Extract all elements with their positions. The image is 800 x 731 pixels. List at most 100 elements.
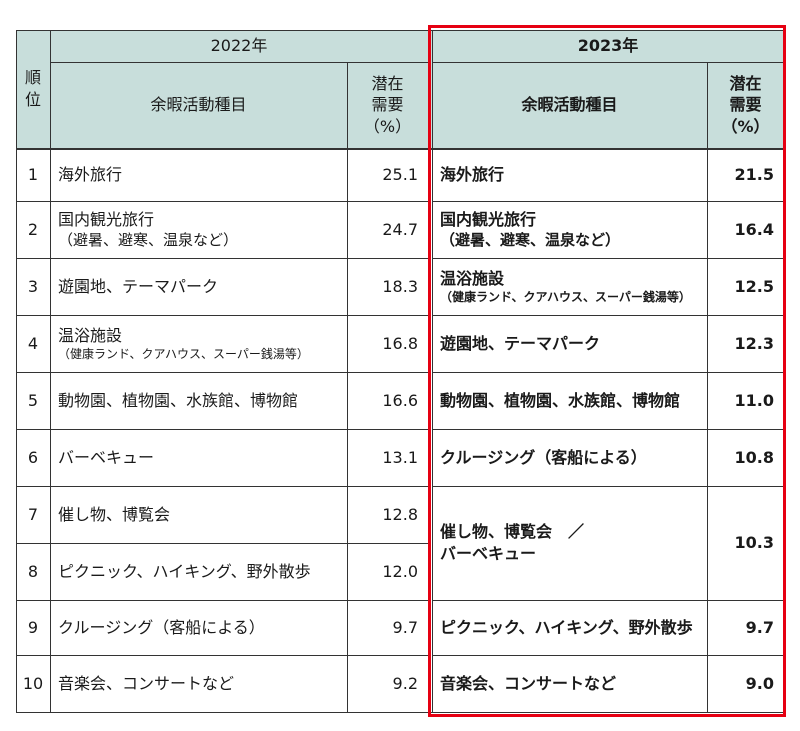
cell-text: 1	[27, 164, 39, 184]
grid-line	[432, 258, 784, 259]
cell-text: 12.5	[734, 276, 774, 296]
activity-2023-cell: 音楽会、コンサートなど	[432, 655, 707, 712]
grid-line	[16, 429, 428, 430]
cell-text: 10	[22, 673, 44, 693]
cell-text: 9.0	[745, 673, 774, 693]
cell-text: 9.7	[392, 617, 418, 637]
cell-text: 海外旅行	[440, 164, 505, 184]
grid-line	[432, 201, 784, 202]
cell-text: 9	[27, 617, 39, 637]
cell-text: 9.7	[745, 617, 774, 637]
cell-text: 国内観光旅行	[58, 209, 155, 229]
cell-text: 21.5	[734, 164, 774, 184]
grid-line	[16, 712, 784, 713]
cell-text: 6	[27, 447, 39, 467]
value-2022-cell: 16.6	[347, 372, 428, 429]
grid-line	[16, 655, 428, 656]
cell-text: 12.8	[382, 504, 418, 524]
activity-2023-cell: 海外旅行	[432, 148, 707, 201]
activity-2023-cell: 遊園地、テーマパーク	[432, 315, 707, 372]
cell-text: バーベキュー	[58, 447, 155, 467]
activity-2022-cell: クルージング（客船による）	[50, 600, 347, 655]
cell-text: 9.2	[392, 673, 418, 693]
grid-line	[50, 30, 51, 712]
cell-text: 5	[27, 390, 39, 410]
grid-line	[432, 315, 784, 316]
activity-2023-cell: 温浴施設 （健康ランド、クアハウス、スーパー銭湯等）	[432, 258, 707, 315]
activity-2022-cell: 国内観光旅行 （避暑、避寒、温泉など）	[50, 201, 347, 258]
grid-line	[16, 201, 428, 202]
value-2022-cell: 9.7	[347, 600, 428, 655]
rank-cell: 4	[16, 315, 50, 372]
value-2023-cell: 10.8	[707, 429, 784, 486]
grid-line	[16, 486, 428, 487]
grid-line	[432, 62, 784, 63]
cell-text: 海外旅行	[58, 164, 123, 184]
cell-text: 7	[27, 504, 39, 524]
cell-text: ピクニック、ハイキング、野外散歩	[440, 617, 693, 637]
grid-line	[347, 62, 348, 712]
value-2023-cell: 10.3	[707, 486, 784, 600]
rank-header: 順 位	[16, 30, 50, 148]
rank-cell: 3	[16, 258, 50, 315]
activity-header-2023: 余暇活動種目	[432, 62, 707, 148]
rank-cell: 8	[16, 543, 50, 600]
cell-text: 13.1	[382, 447, 418, 467]
cell-text: 4	[27, 333, 39, 353]
activity-2023-cell: クルージング（客船による）	[432, 429, 707, 486]
cell-text: 潜在 需要 （%）	[721, 73, 770, 136]
cell-text: 音楽会、コンサートなど	[440, 673, 617, 693]
value-2023-cell: 9.7	[707, 600, 784, 655]
value-2022-cell: 12.0	[347, 543, 428, 600]
grid-line	[16, 30, 784, 31]
activity-2022-cell: バーベキュー	[50, 429, 347, 486]
cell-text: （健康ランド、クアハウス、スーパー銭湯等）	[58, 347, 309, 362]
grid-line	[16, 543, 428, 544]
cell-text: 2023年	[577, 36, 639, 56]
cell-text: 10.3	[734, 533, 774, 553]
activity-2023-cell: 催し物、博覧会 ／ バーベキュー	[432, 486, 707, 600]
cell-text: 遊園地、テーマパーク	[440, 333, 601, 353]
grid-line	[432, 30, 433, 712]
cell-text: 2022年	[210, 36, 268, 56]
activity-2022-cell: 催し物、博覧会	[50, 486, 347, 543]
grid-line	[432, 372, 784, 373]
cell-text: 12.3	[734, 333, 774, 353]
activity-header-2022: 余暇活動種目	[50, 62, 347, 148]
cell-text: 余暇活動種目	[521, 95, 618, 115]
grid-line	[784, 30, 785, 712]
activity-2022-cell: 温浴施設 （健康ランド、クアハウス、スーパー銭湯等）	[50, 315, 347, 372]
cell-text: クルージング（客船による）	[58, 617, 265, 637]
grid-line	[50, 62, 428, 63]
cell-text: 10.8	[734, 447, 774, 467]
grid-line	[432, 655, 784, 656]
rank-cell: 1	[16, 148, 50, 201]
cell-text: バーベキュー	[440, 544, 537, 563]
activity-2023-cell: 国内観光旅行 （避暑、避寒、温泉など）	[432, 201, 707, 258]
activity-2022-cell: 動物園、植物園、水族館、博物館	[50, 372, 347, 429]
cell-text: 温浴施設	[58, 325, 123, 345]
value-2023-cell: 21.5	[707, 148, 784, 201]
grid-line	[16, 372, 428, 373]
cell-text: 音楽会、コンサートなど	[58, 673, 235, 693]
rank-cell: 7	[16, 486, 50, 543]
grid-line	[16, 600, 428, 601]
value-2023-cell: 11.0	[707, 372, 784, 429]
value-2022-cell: 25.1	[347, 148, 428, 201]
demand-header-2022: 潜在 需要 （%）	[347, 62, 428, 148]
cell-text: 25.1	[382, 164, 418, 184]
cell-text: 3	[27, 276, 39, 296]
rank-cell: 6	[16, 429, 50, 486]
value-2022-cell: 13.1	[347, 429, 428, 486]
cell-text: 2	[27, 219, 39, 239]
activity-2022-cell: 遊園地、テーマパーク	[50, 258, 347, 315]
activity-2023-cell: 動物園、植物園、水族館、博物館	[432, 372, 707, 429]
grid-line	[16, 30, 17, 712]
activity-2023-cell: ピクニック、ハイキング、野外散歩	[432, 600, 707, 655]
cell-text: 国内観光旅行	[440, 209, 537, 229]
cell-text: 12.0	[382, 561, 418, 581]
value-2023-cell: 12.5	[707, 258, 784, 315]
grid-line	[16, 258, 428, 259]
grid-line	[707, 62, 708, 712]
rank-cell: 10	[16, 655, 50, 712]
